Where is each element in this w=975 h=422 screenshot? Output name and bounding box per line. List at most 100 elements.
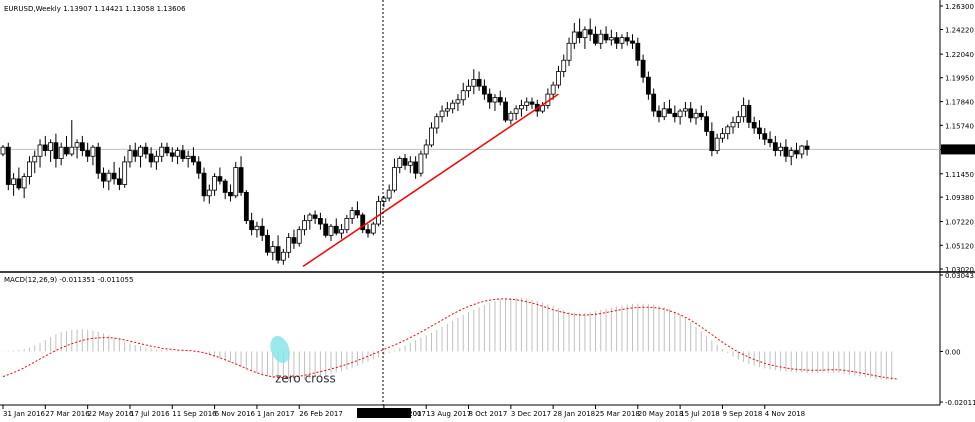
candle-body <box>206 189 212 197</box>
candle-body <box>79 142 85 152</box>
candle-body <box>725 126 731 135</box>
candle-body <box>85 150 91 157</box>
candle-body <box>635 42 641 61</box>
candle-body <box>804 145 810 150</box>
candle-body <box>154 155 159 163</box>
candle-body <box>566 42 572 61</box>
price-tick-label: 1.05120 <box>945 242 974 250</box>
crosshair-date-label: 2017.05.07 00:00 <box>359 410 421 418</box>
candle-body <box>513 108 519 114</box>
candle-body <box>735 116 741 123</box>
candle-body <box>429 127 434 146</box>
candle-body <box>767 138 773 144</box>
candle-body <box>704 116 709 132</box>
candle-body <box>307 214 313 222</box>
candle-body <box>614 37 620 44</box>
candle-body <box>265 234 270 253</box>
candle-body <box>159 146 165 157</box>
candle-body <box>524 101 530 106</box>
candle-body <box>328 225 334 236</box>
candle-body <box>212 176 218 191</box>
candle-body <box>74 142 80 148</box>
macd-tick-label: -0.020115 <box>945 399 975 407</box>
time-tick-label: 11 Sep 2016 <box>172 410 217 418</box>
candle-body <box>280 251 286 261</box>
candle-body <box>143 146 149 155</box>
current-price-badge <box>941 144 975 155</box>
candle-body <box>344 217 350 231</box>
candle-body <box>370 223 376 234</box>
candle-body <box>466 85 471 92</box>
candle-body <box>698 112 704 118</box>
candle-body <box>275 246 281 261</box>
candle-body <box>397 158 403 168</box>
candle-body <box>222 180 228 193</box>
candle-body <box>323 223 329 236</box>
time-tick-label: 22 May 2016 <box>88 410 134 418</box>
time-tick-label: 1 Jan 2017 <box>257 410 295 418</box>
candle-body <box>683 108 688 112</box>
time-tick-label: 28 Jan 2018 <box>553 410 595 418</box>
price-tick-label: 1.24220 <box>945 26 974 34</box>
candle-body <box>746 105 752 123</box>
candle-body <box>138 146 143 157</box>
candle-body <box>497 97 503 103</box>
candle-body <box>5 146 11 185</box>
candle-body <box>191 155 196 163</box>
candle-body <box>677 110 683 118</box>
price-tick-label: 1.17840 <box>945 99 974 107</box>
candle-body <box>32 155 38 163</box>
candle-body <box>603 33 609 41</box>
candle-body <box>291 237 297 244</box>
candle-body <box>333 225 339 234</box>
candle-body <box>249 220 255 231</box>
price-tick-label: 1.19950 <box>945 75 974 83</box>
candle-body <box>741 105 746 118</box>
candle-body <box>577 31 583 39</box>
candle-body <box>21 176 27 189</box>
candle-body <box>95 146 101 174</box>
price-tick-label: 1.22040 <box>945 51 974 59</box>
time-tick-label: 13 Aug 2017 <box>426 410 471 418</box>
candle-body <box>164 146 170 154</box>
time-tick-label: 3 Dec 2017 <box>511 410 551 418</box>
candle-body <box>762 133 768 140</box>
candle-body <box>185 155 191 159</box>
candle-body <box>661 108 667 118</box>
candle-body <box>111 172 117 180</box>
candle-body <box>127 150 133 163</box>
time-tick-label: 4 Nov 2018 <box>765 410 805 418</box>
candle-body <box>53 142 59 159</box>
candle-body <box>296 229 302 244</box>
candle-body <box>339 229 344 234</box>
candle-body <box>529 101 535 105</box>
candle-body <box>16 178 22 189</box>
time-tick-label: 26 Feb 2017 <box>299 410 343 418</box>
price-tick-label: 1.11450 <box>945 171 974 179</box>
candle-body <box>376 201 381 225</box>
candle-body <box>693 112 699 119</box>
candle-body <box>122 161 128 185</box>
candle-body <box>42 144 48 152</box>
time-tick-label: 6 Nov 2016 <box>215 410 256 418</box>
candle-body <box>556 71 561 86</box>
candle-body <box>720 133 725 139</box>
crosshair-date-badge <box>357 408 411 418</box>
candle-body <box>196 161 202 174</box>
candle-body <box>360 214 366 231</box>
candle-body <box>730 121 736 128</box>
candle-body <box>106 172 112 182</box>
candle-body <box>355 210 360 216</box>
macd-tick-label: 0.030431 <box>945 272 975 280</box>
candle-body <box>180 150 186 159</box>
candle-body <box>778 146 784 152</box>
candle-body <box>503 101 508 121</box>
candle-body <box>233 167 239 197</box>
candle-body <box>492 97 498 103</box>
candle-body <box>386 189 392 199</box>
candle-body <box>471 79 477 87</box>
candle-body <box>64 146 69 155</box>
candle-body <box>69 146 75 155</box>
